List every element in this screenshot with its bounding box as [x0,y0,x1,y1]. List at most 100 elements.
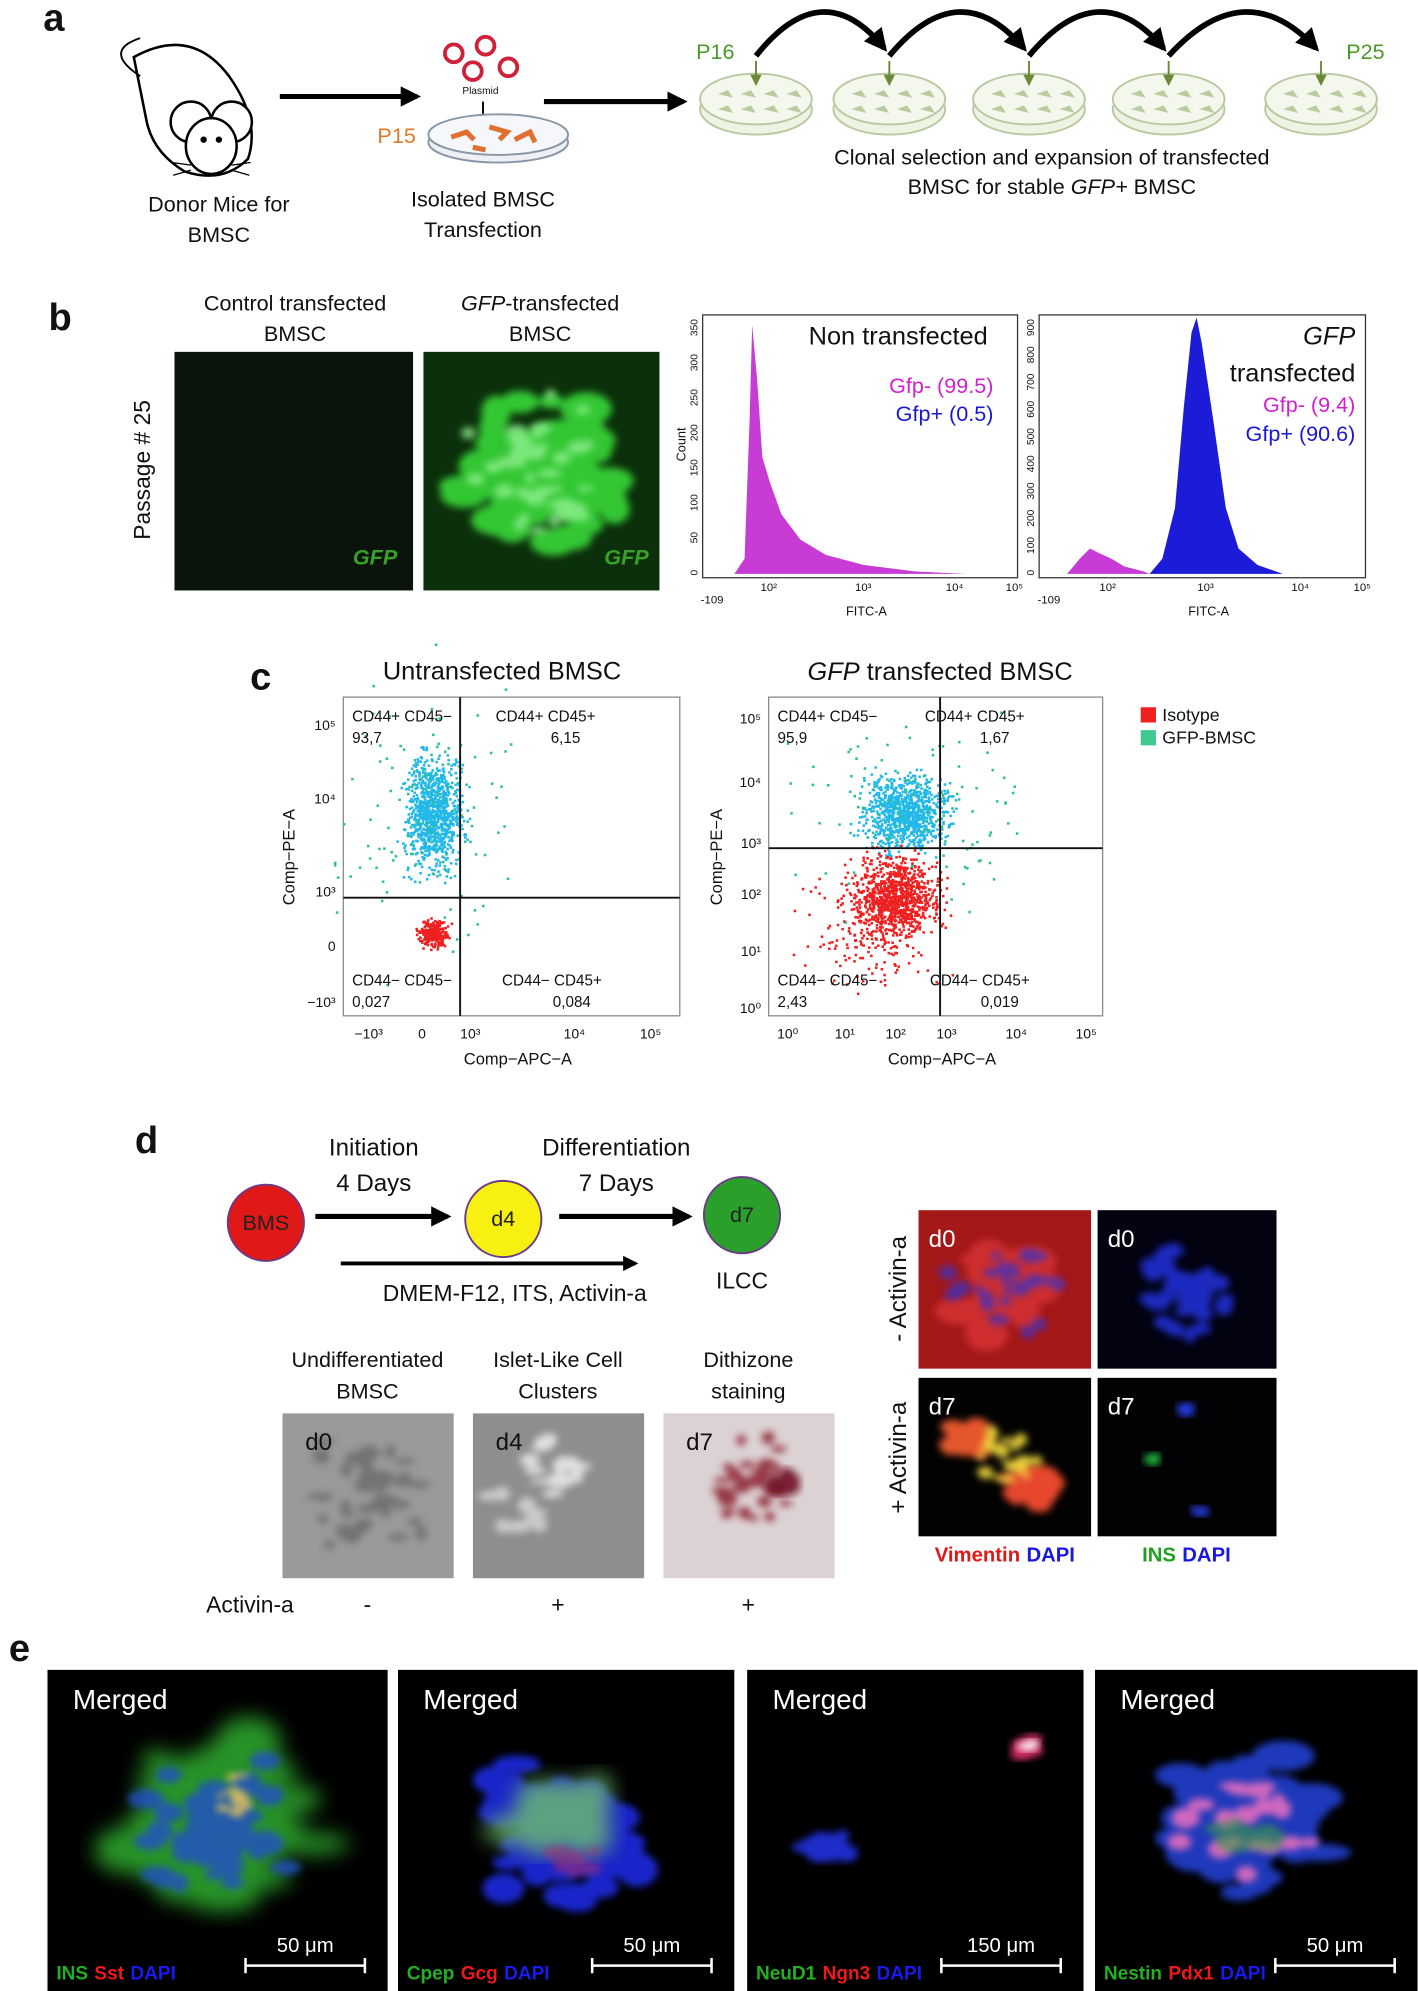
event [435,930,439,934]
event [895,946,899,949]
event [909,795,913,798]
event [902,831,905,835]
event [872,880,876,884]
label: Vimentin DAPI [935,1545,1075,1567]
event [944,810,948,814]
event [869,895,873,899]
event [901,803,905,806]
event [436,819,440,823]
event [427,934,431,938]
event [886,778,889,781]
label-part: DAPI [1026,1545,1075,1567]
event [894,971,898,974]
event [873,798,877,801]
event [908,771,912,774]
event [885,833,889,837]
event [871,894,875,898]
event [912,874,915,878]
event [891,888,895,891]
cell [965,1317,1009,1352]
event [882,792,885,795]
event [947,795,951,798]
event [886,918,890,921]
event [415,933,419,937]
micrograph [174,351,414,591]
event [907,917,910,920]
event [833,947,837,950]
event [933,795,936,799]
event [842,910,846,914]
y-tick-label: 10⁴ [314,791,336,807]
event [415,793,419,797]
event [448,771,451,774]
event [860,901,863,904]
event [929,896,933,900]
event [422,947,425,950]
event [926,840,930,844]
event [901,887,904,890]
cell [1300,1837,1320,1848]
event [926,830,930,834]
event [884,793,887,797]
event [411,847,415,851]
event [885,888,889,892]
event [891,872,894,876]
event [420,808,424,811]
event [849,893,853,897]
event [884,821,887,824]
event [847,929,851,933]
event [422,781,426,785]
event [368,857,372,860]
cell [998,1297,1012,1306]
event [893,817,897,821]
event [441,786,445,790]
event [418,931,422,935]
event [438,833,442,837]
event [865,809,868,812]
event [931,748,934,752]
event [446,856,449,860]
event [943,802,946,806]
event [457,858,461,861]
cell [567,441,588,455]
cells [938,1248,1066,1339]
event [901,904,904,908]
event [882,873,886,877]
event [421,929,425,932]
event [442,767,445,770]
event [454,789,457,793]
event [944,926,948,929]
y-tick-label: 300 [690,354,701,371]
event [441,936,445,940]
event [888,916,891,920]
event [425,823,428,827]
event [422,764,426,767]
event [916,924,919,928]
curved-arrow [753,9,888,58]
event [430,707,434,711]
event [935,912,938,915]
cell [1150,1258,1176,1268]
cell [764,1511,775,1522]
event [870,934,874,937]
event [433,784,437,787]
event [461,815,464,819]
event [943,789,946,793]
event [436,925,439,928]
event [850,774,853,778]
cell [940,1420,966,1434]
event [917,852,920,855]
event [435,773,439,776]
event [916,794,920,797]
event [877,780,880,784]
event [895,843,899,847]
event [877,791,881,795]
cell-shape [740,90,756,98]
event [882,909,886,912]
event [919,834,922,838]
event [919,848,923,852]
event [866,931,869,934]
event [854,953,858,957]
cell-shape [786,90,802,98]
event [806,945,810,948]
